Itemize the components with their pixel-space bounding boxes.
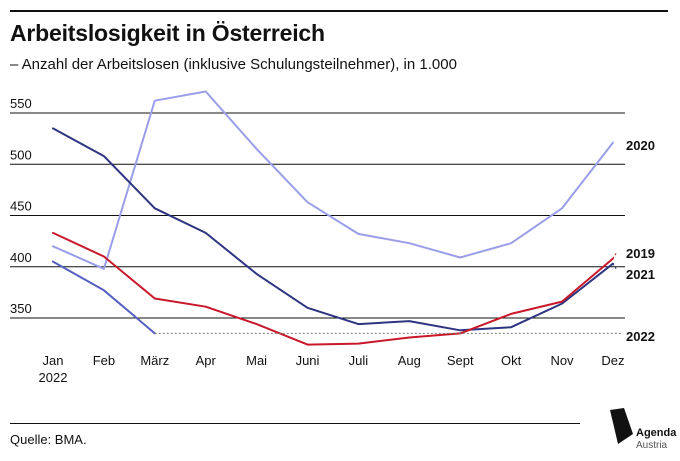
series-line-2020	[52, 90, 614, 270]
logo-mark-icon	[610, 408, 633, 444]
top-rule	[10, 10, 668, 12]
agenda-austria-logo: Agenda Austria	[606, 406, 676, 456]
y-tick-label-400: 400	[10, 250, 32, 265]
series-label-2021: 2021	[626, 267, 655, 282]
x-tick-label-Juni: Juni	[296, 353, 320, 368]
x-tick-label-Mai: Mai	[246, 353, 267, 368]
x-tick-label-Jan: Jan	[43, 353, 64, 368]
series-leader-2021	[612, 263, 618, 271]
logo-line1: Agenda	[636, 427, 677, 439]
series-label-2019: 2019	[626, 246, 655, 261]
x-tick-label-Feb: Feb	[93, 353, 115, 368]
chart-subtitle: – Anzahl der Arbeitslosen (inklusive Sch…	[10, 56, 457, 73]
x-tick-label-Okt: Okt	[501, 353, 522, 368]
series-line-2022	[52, 260, 156, 335]
x-tick-label-Dez: Dez	[601, 353, 624, 368]
source-note: Quelle: BMA.	[10, 432, 87, 447]
logo-line2: Austria	[636, 440, 668, 451]
x-tick-sublabel-Jan: 2022	[39, 370, 68, 385]
series-line-2021	[52, 127, 614, 332]
footer-rule	[10, 423, 580, 424]
x-tick-label-Juli: Juli	[349, 353, 369, 368]
x-tick-label-Apr: Apr	[196, 353, 217, 368]
y-tick-label-350: 350	[10, 301, 32, 316]
chart-title: Arbeitslosigkeit in Österreich	[10, 20, 325, 46]
x-tick-label-Nov: Nov	[550, 353, 574, 368]
series-leader-2019	[612, 251, 618, 259]
series-label-2022: 2022	[626, 329, 655, 344]
x-tick-label-Aug: Aug	[398, 353, 421, 368]
x-tick-label-Sept: Sept	[447, 353, 474, 368]
x-tick-label-März: März	[140, 353, 169, 368]
series-line-2019	[52, 231, 614, 346]
y-tick-label-450: 450	[10, 199, 32, 214]
series-label-2020: 2020	[626, 138, 655, 153]
y-tick-label-500: 500	[10, 147, 32, 162]
y-tick-label-550: 550	[10, 96, 32, 111]
